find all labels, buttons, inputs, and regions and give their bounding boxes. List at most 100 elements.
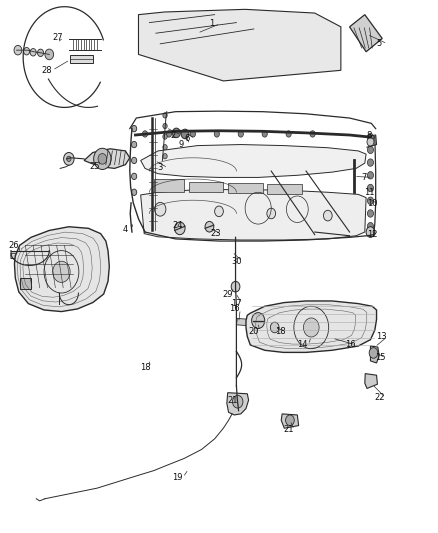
Circle shape (53, 261, 70, 282)
Circle shape (231, 281, 240, 292)
Polygon shape (11, 253, 37, 259)
Polygon shape (154, 179, 184, 192)
Text: 26: 26 (8, 241, 18, 250)
Polygon shape (25, 243, 45, 256)
Circle shape (163, 134, 167, 139)
Circle shape (214, 131, 219, 137)
Circle shape (369, 348, 378, 358)
Text: 24: 24 (172, 221, 183, 230)
Text: 21: 21 (283, 425, 294, 434)
Circle shape (131, 141, 137, 148)
Circle shape (270, 322, 279, 333)
Text: 18: 18 (140, 363, 150, 372)
Circle shape (173, 128, 180, 138)
Text: 16: 16 (230, 304, 240, 313)
Text: 9: 9 (179, 140, 184, 149)
Circle shape (45, 49, 53, 60)
Text: 7: 7 (362, 173, 367, 182)
Polygon shape (365, 374, 378, 389)
Circle shape (166, 131, 172, 137)
Text: 28: 28 (42, 66, 52, 75)
Circle shape (367, 138, 374, 146)
Circle shape (67, 156, 71, 161)
Circle shape (286, 415, 294, 425)
Circle shape (38, 49, 44, 56)
Circle shape (94, 148, 111, 169)
Circle shape (64, 152, 74, 165)
Text: 11: 11 (364, 188, 375, 197)
Text: 18: 18 (275, 327, 285, 336)
Text: 1: 1 (209, 19, 215, 28)
Circle shape (163, 154, 167, 159)
Polygon shape (138, 10, 341, 81)
Polygon shape (14, 227, 110, 312)
Circle shape (163, 123, 167, 128)
Circle shape (323, 211, 332, 221)
Circle shape (131, 173, 137, 180)
Polygon shape (228, 183, 262, 193)
Text: 30: 30 (231, 257, 242, 265)
Circle shape (24, 47, 30, 55)
Text: 14: 14 (297, 341, 308, 350)
Polygon shape (237, 318, 253, 326)
Circle shape (367, 222, 374, 230)
Circle shape (367, 133, 374, 141)
Circle shape (238, 131, 244, 137)
Text: 8: 8 (366, 131, 371, 140)
Circle shape (304, 318, 319, 337)
Circle shape (367, 197, 374, 205)
Text: 3: 3 (157, 164, 162, 172)
Text: 19: 19 (172, 473, 183, 482)
Circle shape (215, 206, 223, 216)
Circle shape (262, 131, 267, 137)
Text: 17: 17 (231, 299, 242, 308)
Polygon shape (188, 182, 223, 192)
Text: 6: 6 (184, 134, 190, 143)
Text: 10: 10 (367, 199, 378, 208)
Text: 16: 16 (345, 341, 356, 350)
Polygon shape (350, 14, 382, 52)
Circle shape (163, 113, 167, 118)
Circle shape (252, 313, 265, 328)
Circle shape (98, 154, 107, 164)
Text: 21: 21 (228, 395, 238, 405)
Polygon shape (246, 301, 377, 352)
Text: 25: 25 (89, 163, 100, 171)
Circle shape (181, 129, 189, 139)
Text: 13: 13 (377, 332, 387, 341)
Polygon shape (70, 55, 93, 63)
Text: 5: 5 (377, 39, 382, 49)
Text: 20: 20 (249, 327, 259, 336)
Text: 12: 12 (367, 230, 378, 239)
Circle shape (163, 144, 167, 150)
Circle shape (155, 203, 166, 216)
Circle shape (367, 172, 374, 179)
Text: 29: 29 (223, 289, 233, 298)
Polygon shape (267, 184, 302, 195)
Polygon shape (371, 346, 379, 363)
Circle shape (366, 227, 375, 237)
Circle shape (30, 49, 36, 56)
Circle shape (286, 131, 291, 137)
Circle shape (175, 222, 185, 235)
Circle shape (131, 125, 137, 132)
Circle shape (267, 208, 276, 219)
Circle shape (367, 146, 374, 154)
Circle shape (190, 131, 195, 137)
Circle shape (14, 45, 22, 55)
Text: 2: 2 (170, 131, 176, 140)
Circle shape (310, 131, 315, 137)
Polygon shape (20, 278, 31, 289)
Polygon shape (281, 414, 299, 428)
Circle shape (131, 157, 137, 164)
Polygon shape (141, 144, 366, 177)
Circle shape (367, 184, 374, 192)
Circle shape (367, 210, 374, 217)
Circle shape (142, 131, 148, 137)
Polygon shape (227, 393, 249, 415)
Text: 4: 4 (122, 225, 127, 234)
Circle shape (233, 395, 243, 408)
Circle shape (367, 159, 374, 166)
Text: 22: 22 (375, 393, 385, 402)
Circle shape (131, 189, 137, 196)
